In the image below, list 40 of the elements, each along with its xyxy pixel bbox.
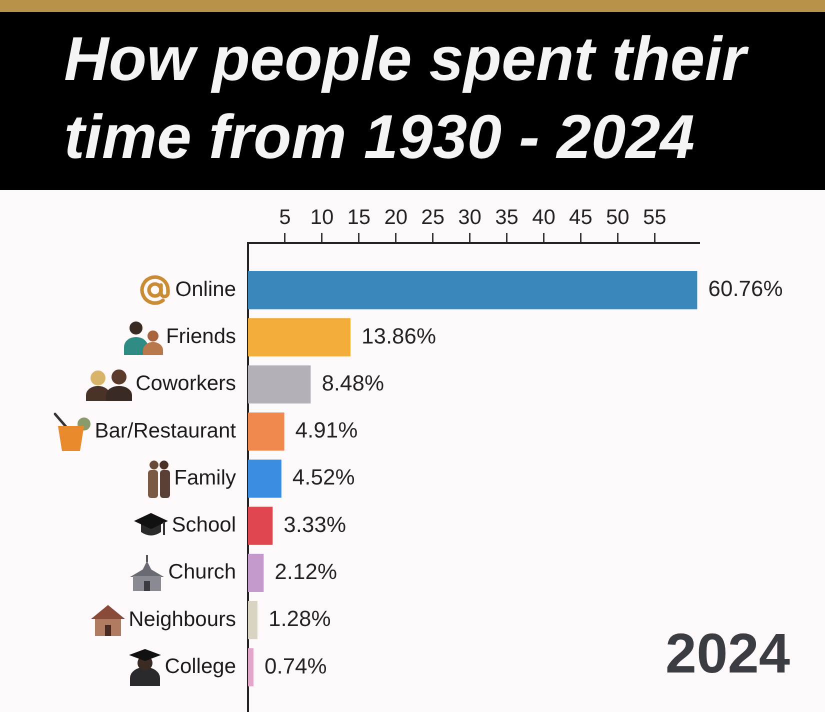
x-tick-label: 45 [569,206,592,230]
bar [248,648,254,686]
bar [248,365,311,404]
data-label: 4.52% [292,464,355,490]
x-tick-label: 35 [495,206,518,230]
annotation: 2024 [665,621,790,684]
bar [248,460,282,498]
data-label: 60.76% [708,276,783,302]
x-tick-label: 50 [606,206,630,230]
data-label: 3.33% [284,512,346,537]
x-tick-label: 40 [532,206,556,230]
data-label: 4.91% [295,418,358,443]
y-tick-label: Bar/Restaurant [94,419,236,442]
data-label: 13.86% [361,323,436,348]
data-label: 2.12% [274,559,338,584]
data-label: 0.74% [264,653,327,678]
bar [248,412,284,451]
x-tick-label: 55 [642,206,666,230]
bar [248,271,698,310]
y-tick-label: College [164,655,236,678]
y-tick-label: School [172,514,236,537]
y-tick-label: Neighbours [128,608,236,631]
data-label: 8.48% [322,370,384,396]
x-tick-label: 15 [347,206,371,230]
y-tick-label: Online [175,278,236,301]
data-label: 1.28% [268,606,331,632]
y-tick-label: Church [168,560,236,584]
y-tick-label: Family [174,466,236,490]
x-tick-label: 30 [458,206,482,230]
x-tick-label: 20 [384,206,408,230]
chart-title: How people spent their time from 1930 - 2024 [64,24,750,174]
bar [248,600,258,640]
bar [248,506,273,545]
y-tick-label: Coworkers [136,372,236,396]
x-tick-label: 10 [310,206,334,230]
bar [248,554,264,592]
x-tick-label: 5 [279,206,291,230]
x-tick-label: 25 [421,206,445,230]
y-tick-label: Friends [166,325,236,348]
bar [248,318,350,356]
